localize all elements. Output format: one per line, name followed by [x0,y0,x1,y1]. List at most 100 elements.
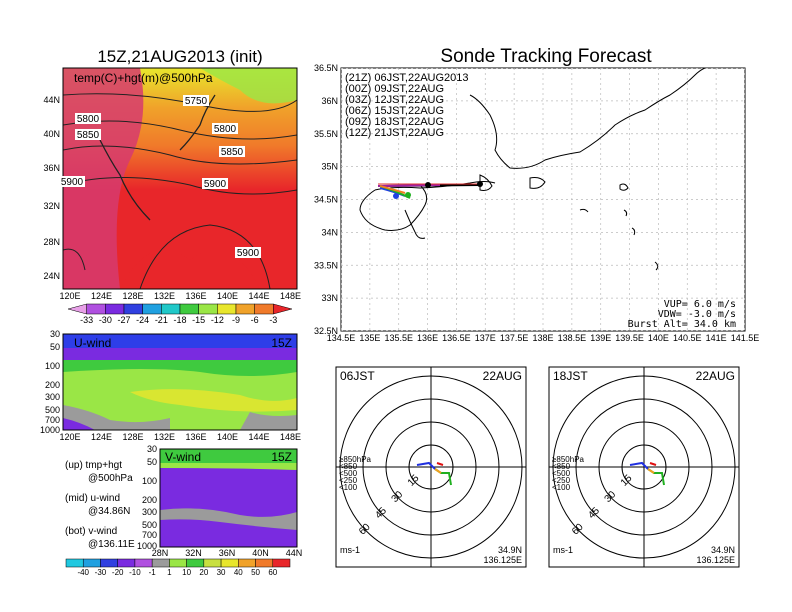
colorbar-swatch [198,303,218,315]
lon-tick-label: 128E [122,291,143,301]
right-title: Sonde Tracking Forecast [440,46,652,67]
track-legend-entry: (12Z) 21JST,22AUG [345,127,444,139]
balloon-tracks [377,181,483,199]
lon-tick-label: 140E [217,291,238,301]
lon-tick-label: 120E [59,432,80,442]
lon-tick-label: 139E [590,333,611,343]
track-lon-labels: 134.5E 135E 135.5E 136E 136.5E 137E 137.5E 138E… [327,333,760,343]
pressure-tick-label: 300 [45,392,60,402]
lon-tick-label: 136E [185,291,206,301]
pressure-tick-label: 500 [142,520,157,530]
svg-text:VUP= 6.0 m/s: VUP= 6.0 m/s [664,299,736,310]
svg-text:(mid) u-wind: (mid) u-wind [65,493,120,504]
lon-tick-label: 136E [185,432,206,442]
colorbar-label: -12 [211,315,224,325]
colorbar-label: 30 [217,568,226,577]
svg-text:(bot) v-wind: (bot) v-wind [65,526,117,537]
lat-tick-label: 36N [321,96,338,106]
legend-notes: (up) tmp+hgt @500hPa (mid) u-wind @34.86… [65,460,135,550]
hodograph-trace [629,461,665,486]
v-wind-frame [159,448,298,548]
pressure-tick-label: 30 [147,444,157,454]
colorbar-swatch [238,558,256,568]
colorbar-swatch [82,558,101,568]
colorbar-swatch [254,303,274,315]
colorbar-label: 1 [167,568,172,577]
wind-colorbar: -40 -30 -20 -10 -1 1 10 20 30 40 50 60 [65,558,291,577]
lat-tick-label: 44N [43,95,60,105]
lat-tick-label: 36.5N [314,63,338,73]
track-legend-entry: (06Z) 15JST,22AUG [345,105,444,117]
pressure-tick-label: 700 [45,415,60,425]
lon-tick-label: 148E [280,432,301,442]
lon-tick-label: 138.5E [558,333,587,343]
pressure-tick-label: 700 [142,530,157,540]
track-legend: (21Z) 06JST,22AUG2013(00Z) 09JST,22AUG(0… [345,72,469,139]
lat-tick-label: 34N [321,227,338,237]
colorbar-swatch [235,303,255,315]
lat-tick-label: 36N [219,548,236,558]
contour-label: 5850 [221,147,244,158]
lat-tick-label: 33.5N [314,260,338,270]
contour-label: 5800 [214,124,237,135]
lon-tick-label: 140.5E [673,333,702,343]
colorbar-swatch [117,558,136,568]
svg-text:@34.86N: @34.86N [88,506,130,517]
contour-label: 5800 [77,114,100,125]
track-legend-entry: (03Z) 12JST,22AUG [345,94,444,106]
lat-tick-label: 28N [152,548,169,558]
colorbar-swatch [134,558,153,568]
level-legend-entry: ≥850hPa [552,455,585,464]
colorbar-label: -9 [232,315,240,325]
colorbar-swatch [220,558,239,568]
lon-tick-label: 128E [122,432,143,442]
v-wind-time: 15Z [271,450,292,464]
colorbar-swatch [255,558,274,568]
lon-tick-label: 137E [475,333,496,343]
level-legend-entry: ≥850hPa [339,455,372,464]
lon-tick-label: 136.5E [442,333,471,343]
lon-tick-label: 124E [91,432,112,442]
lon-tick-label: 120E [59,291,80,301]
lon-tick-label: 134.5E [327,333,356,343]
svg-text:@500hPa: @500hPa [88,473,133,484]
lon-tick-label: 132E [154,291,175,301]
lat-tick-label: 35N [321,162,338,172]
level-legend-entry: <100 [552,483,571,492]
lon-tick-label: 144E [248,291,269,301]
colorbar-swatch [65,558,84,568]
lat-tick-label: 34.5N [314,195,338,205]
u-wind-label: U-wind [74,336,111,350]
pressure-tick-label: 300 [142,507,157,517]
track-lat-labels: 36.5N 36N 35.5N 35N 34.5N 34N 33.5N 33N 32.5N [314,63,338,336]
lat-tick-label: 28N [43,237,60,247]
pressure-tick-label: 1000 [40,425,60,435]
contour-label: 5850 [77,130,100,141]
colorbar-label: -40 [77,568,89,577]
colorbar-label: -10 [129,568,141,577]
contour-label: 5900 [237,248,260,259]
u-wind-frame [62,333,298,431]
lat-tick-label: 32N [43,201,60,211]
colorbar-swatch [203,558,222,568]
lon-tick-label: 140E [217,432,238,442]
colorbar-swatch [273,303,293,315]
hodo-unit: ms-1 [340,545,360,555]
top-map-lon-labels: 120E 124E 128E 132E 136E 140E 144E 148E [59,291,301,301]
pressure-tick-label: 200 [45,380,60,390]
lat-tick-label: 44N [286,548,303,558]
lon-tick-label: 144E [248,432,269,442]
track-params: VUP= 6.0 m/s VDW= -3.0 m/s Burst Alt= 34… [628,299,736,330]
colorbar-swatch [86,303,106,315]
lat-tick-label: 36N [43,163,60,173]
u-wind-time: 15Z [271,336,292,350]
colorbar-label: -6 [251,315,259,325]
colorbar-label: 50 [251,568,260,577]
v-wind-label: V-wind [165,450,201,464]
left-title: 15Z,21AUG2013 (init) [97,47,262,66]
svg-text:(up) tmp+hgt: (up) tmp+hgt [65,460,122,471]
level-legend-entry: <250 [339,476,358,485]
